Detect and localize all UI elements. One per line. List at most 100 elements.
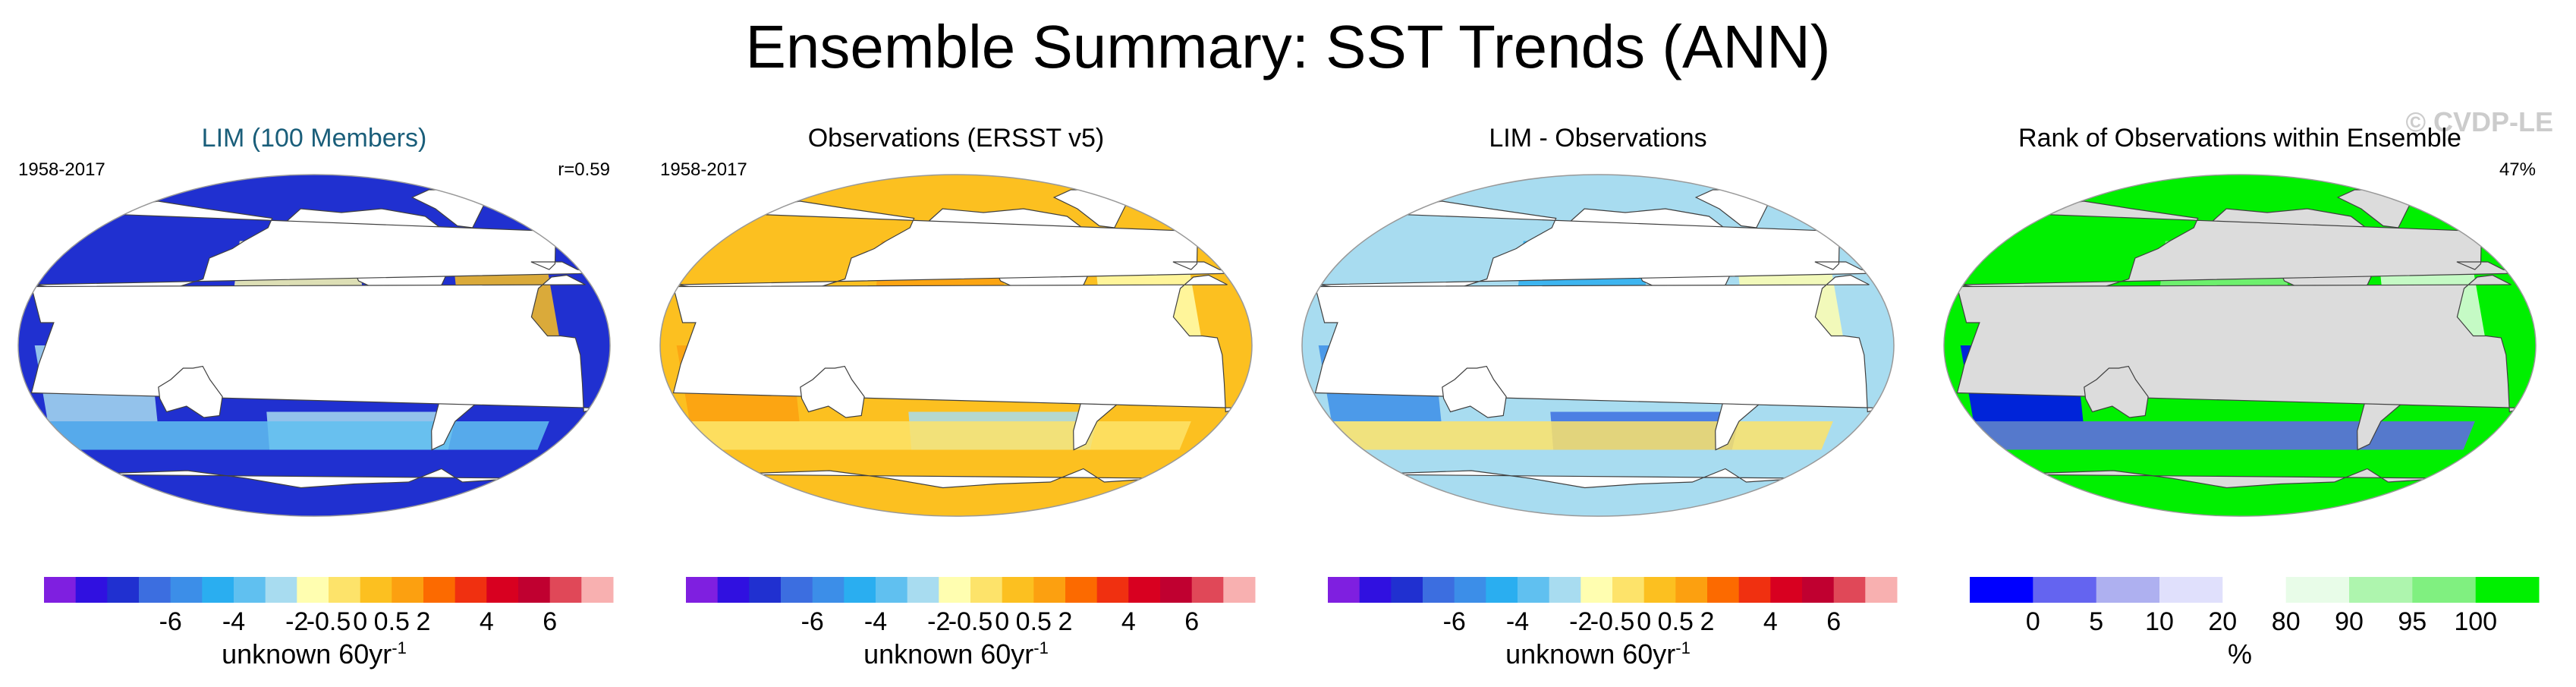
colorbar-swatch [1359,577,1392,603]
colorbar-swatch [1643,577,1676,603]
colorbar-swatch [970,577,1003,603]
southern-atlantic-patch [47,421,549,450]
colorbar-swatch [234,577,266,603]
colorbar-tick-label: 2 [417,607,431,633]
map-difference [1301,174,1895,517]
panel-title: LIM (100 Members) [201,124,427,153]
colorbar-label: unknown 60yr-1 [1505,638,1691,670]
colorbar-tick-label: -4 [222,607,245,633]
colorbar-swatch [265,577,297,603]
map-lim-ensemble [17,174,611,517]
colorbar-swatch [1486,577,1518,603]
panel-observations: Observations (ERSST v5) 1958-2017 [648,114,1264,539]
panel-title: Rank of Observations within Ensemble [2018,124,2461,153]
colorbar-tick-label: 0 [353,607,367,633]
colorbar-swatch [75,577,108,603]
continent-australia [1442,365,1507,418]
colorbar-tick-label: 0 [995,607,1009,633]
colorbar-swatch [907,577,939,603]
colorbar-swatch [1328,577,1360,603]
colorbar-swatch [1770,577,1803,603]
colorbar-swatch [1423,577,1455,603]
colorbar-swatch [139,577,171,603]
colorbar-swatch [876,577,908,603]
colorbar-swatches: -6 -4 -2-0.5 0 0.5 2 4 6 [1328,577,1898,633]
colorbar-swatch [1612,577,1645,603]
colorbar-tick-label: -4 [864,607,887,633]
colorbar-tick-label: 90 [2335,607,2364,633]
map-observations [659,174,1253,517]
watermark-text: © CVDP-LE [2405,106,2553,137]
colorbar-swatch [812,577,845,603]
panel-title: Observations (ERSST v5) [807,124,1105,153]
colorbar-tick-label: -2 [927,607,950,633]
colorbar-tick-label: -6 [801,607,824,633]
colorbar-tick-label: 10 [2145,607,2174,633]
colorbar-swatch [1707,577,1740,603]
colorbar-swatch [1675,577,1708,603]
colorbar-swatch [2285,577,2350,603]
colorbar-tick-label: 0.5 [374,607,410,633]
map-border [659,174,1253,517]
colorbar-tick-label: -2 [285,607,308,633]
colorbar-trend: -6 -4 -2 -0.5 0 0.5 2 4 6 unknown 60yr-1 [6,569,622,683]
colorbar-tick-label: -0.5 [307,607,351,633]
continent-africa [1309,274,1882,413]
colorbar-swatch [486,577,519,603]
panel-title: LIM - Observations [1489,124,1707,153]
colorbar-swatch [581,577,614,603]
map-rank [1943,174,2537,517]
colorbar-swatches: -6 -4 -2-0.5 0 0.5 2 4 6 [44,577,614,633]
colorbar-swatch [360,577,392,603]
colorbar-swatch [1454,577,1486,603]
colorbar-tick-label: 5 [2089,607,2103,633]
period-label: 1958-2017 [18,159,105,180]
colorbar-tick-label: 0.5 [1016,607,1052,633]
colorbar-swatch [1128,577,1161,603]
colorbar-swatch [329,577,361,603]
colorbar-swatch [2475,577,2540,603]
map-border [17,174,611,517]
colorbar-swatch [2033,577,2097,603]
colorbar-swatch [423,577,456,603]
figure-title: Ensemble Summary: SST Trends (ANN) [745,13,1831,80]
colorbar-swatches: 0 5 10 20 80 90 95 100 [1970,577,2540,633]
colorbar-swatch [1160,577,1193,603]
colorbar-swatch [107,577,140,603]
colorbar-swatch [1002,577,1034,603]
colorbar-swatch [170,577,203,603]
colorbar-swatch [939,577,971,603]
colorbar-label: unknown 60yr-1 [222,638,407,670]
colorbar-tick-label: 6 [543,607,557,633]
colorbar-label: unknown 60yr-1 [863,638,1049,670]
correlation-label: r=0.59 [558,159,610,180]
continent-australia [158,365,223,418]
continent-africa [25,274,598,413]
colorbar-tick-label: -6 [159,607,182,633]
colorbar-tick-label: 4 [1763,607,1778,633]
colorbar-tick-label: 0 [2026,607,2040,633]
map-border [1301,174,1895,517]
colorbar-swatch [297,577,329,603]
colorbar-swatch [549,577,582,603]
colorbar-swatch [1033,577,1066,603]
colorbar-swatch [2412,577,2477,603]
continent-africa [1951,274,2524,413]
colorbar-swatch [1865,577,1898,603]
colorbar-tick-label: 0.5 [1658,607,1694,633]
colorbar-tick-label: 6 [1184,607,1199,633]
colorbar-swatch [1191,577,1224,603]
colorbar-swatch [781,577,813,603]
rank-percent-label: 47% [2499,159,2536,180]
period-label: 1958-2017 [660,159,747,180]
colorbar-tick-label: 80 [2272,607,2301,633]
colorbar-swatch [1096,577,1129,603]
colorbar-swatch [1802,577,1835,603]
colorbar-swatch [202,577,234,603]
southern-atlantic-patch [1973,421,2475,450]
colorbar-swatch [1391,577,1423,603]
colorbar-tick-label: 95 [2398,607,2427,633]
panel-rank: Rank of Observations within Ensemble 47% [1932,114,2548,539]
colorbar-swatch [518,577,551,603]
colorbar-tick-label: -4 [1506,607,1529,633]
